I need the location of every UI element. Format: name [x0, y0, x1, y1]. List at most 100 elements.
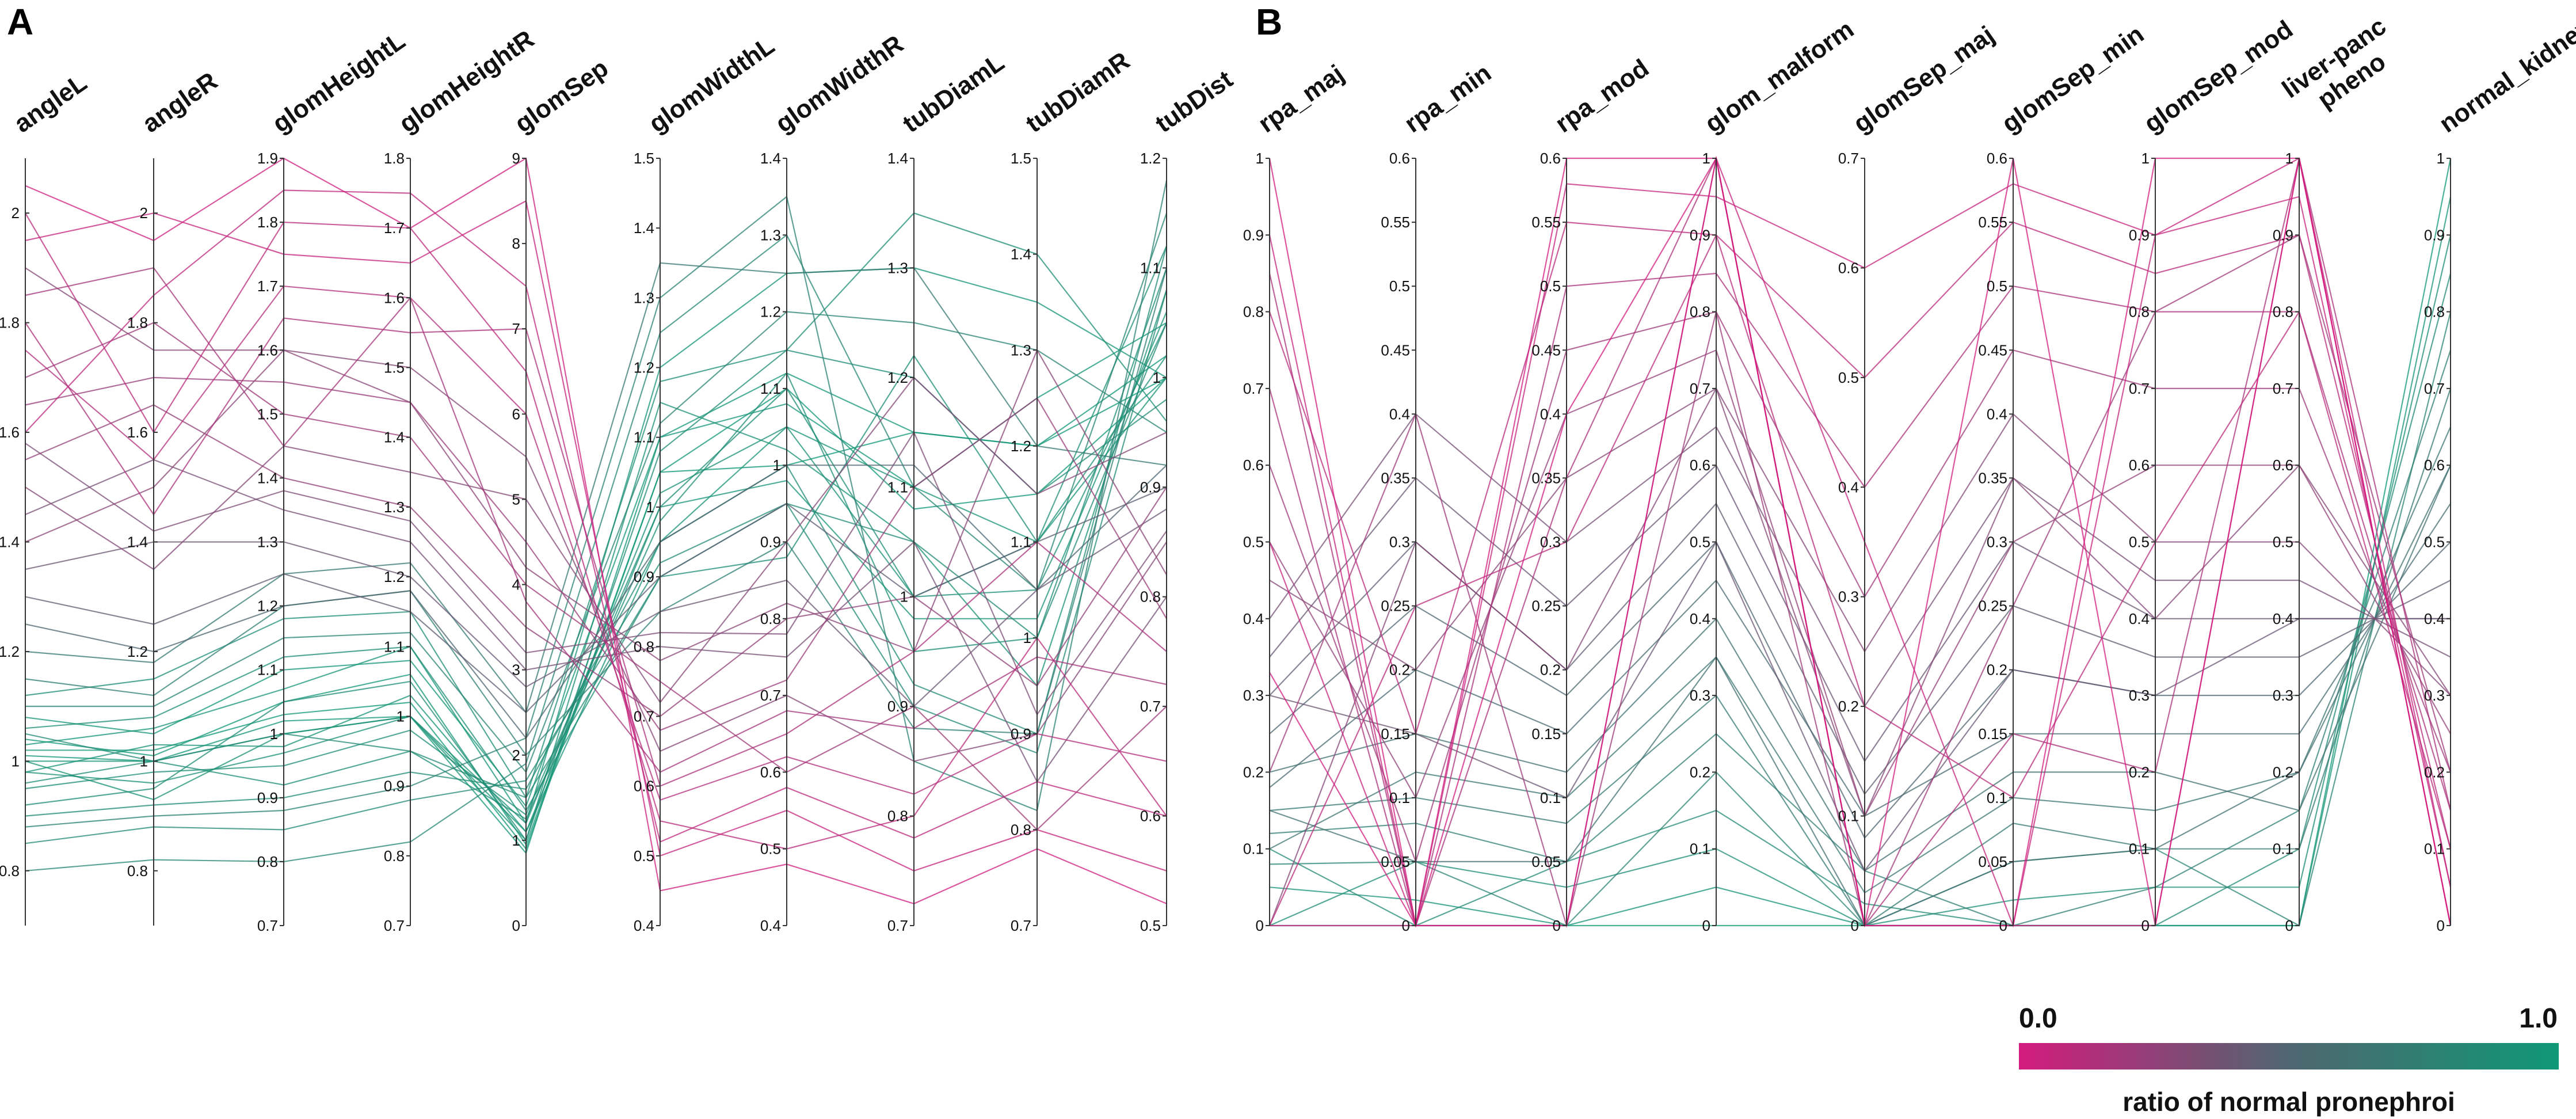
tick-label-glomSep_mod: 0.2 — [2129, 763, 2150, 781]
tick-label-glomSep_mod: 1 — [2141, 150, 2150, 167]
tick-label-glomHeightR: 0.8 — [384, 847, 405, 865]
axis-angleL: 0.8 1 1.2 1.4 1.6 1.8 2 angleL — [0, 68, 92, 926]
tick-label-liver_panc_pheno: 1 — [2285, 150, 2293, 167]
tick-label-tubDiamL: 1.3 — [887, 259, 908, 276]
panel-a-record-line-30 — [25, 376, 1167, 732]
tick-label-glomSep_maj: 0.2 — [1838, 698, 1859, 715]
tick-label-tubDiamL: 0.8 — [887, 808, 908, 825]
tick-label-glomSep_min: 0.05 — [1978, 853, 2007, 870]
tick-label-glomHeightR: 1.5 — [384, 359, 405, 376]
tick-label-tubDiamR: 1 — [1023, 629, 1031, 646]
tick-label-liver_panc_pheno: 0.4 — [2273, 610, 2293, 627]
tick-label-glomSep_min: 0.25 — [1978, 597, 2007, 615]
tick-label-tubDiamL: 1 — [900, 588, 908, 606]
panel-a-record-line-11 — [25, 267, 1167, 825]
axis-glomSep: 0 1 2 3 4 5 6 7 8 9 glomSep — [510, 54, 613, 934]
tick-label-glomSep: 7 — [512, 320, 520, 337]
tick-label-normal_kidney: 0.7 — [2424, 380, 2445, 397]
tick-label-glomHeightL: 1.8 — [257, 214, 278, 231]
axis-title-glomHeightL: glomHeightL — [268, 26, 410, 138]
tick-label-glomSep_mod: 0.1 — [2129, 840, 2150, 858]
panel-b-record-line-8 — [1269, 465, 2452, 872]
tick-label-liver_panc_pheno: 0.8 — [2273, 303, 2293, 321]
tick-label-glomWidthL: 0.4 — [634, 917, 654, 934]
panel-a-parallel-coordinates: 0.8 1 1.2 1.4 1.6 1.8 2 angleL 0.8 1 1.2 1.4 1.6 1.8 2… — [0, 25, 1238, 934]
tick-label-glomHeightR: 1.8 — [384, 150, 405, 167]
tick-label-glomSep_mod: 0.6 — [2129, 456, 2150, 474]
panel-a-record-line-7 — [25, 268, 1168, 820]
tick-label-normal_kidney: 0.4 — [2424, 610, 2445, 627]
tick-label-rpa_maj: 0.7 — [1243, 380, 1264, 397]
tick-label-rpa_min: 0.15 — [1381, 725, 1410, 743]
tick-label-glomWidthR: 0.5 — [760, 840, 781, 858]
tick-label-glom_malform: 0.7 — [1690, 380, 1710, 397]
tick-label-glomSep_maj: 0.5 — [1838, 369, 1859, 386]
axis-title-glom_malform: glom_malform — [1700, 15, 1859, 138]
axis-title-rpa_maj: rpa_maj — [1253, 59, 1349, 138]
tick-label-glomHeightR: 1.1 — [384, 638, 405, 655]
tick-label-glomWidthR: 1.2 — [760, 303, 781, 321]
tick-label-glom_malform: 0.9 — [1690, 226, 1710, 243]
tick-label-tubDiamL: 1.4 — [887, 150, 908, 167]
tick-label-glomWidthL: 1.4 — [634, 219, 654, 237]
panel-a-record-line-38 — [25, 157, 1167, 905]
tick-label-rpa_mod: 0.4 — [1540, 405, 1561, 423]
tick-label-angleL: 1.4 — [0, 534, 20, 551]
tick-label-rpa_min: 0.3 — [1389, 534, 1410, 551]
tick-label-glomWidthL: 1.2 — [634, 359, 654, 376]
panel-a-record-line-39 — [25, 431, 1167, 716]
panel-a-record-line-34 — [25, 486, 1167, 714]
panel-a-record-line-33 — [25, 267, 1167, 773]
tick-label-glomSep_maj: 0.3 — [1838, 588, 1859, 606]
tick-label-rpa_mod: 0.3 — [1540, 534, 1561, 551]
tick-label-glomSep_mod: 0.3 — [2129, 687, 2150, 704]
tick-label-liver_panc_pheno: 0.7 — [2273, 380, 2293, 397]
tick-label-glomSep_min: 0.5 — [1987, 277, 2007, 295]
tick-label-angleR: 1 — [140, 752, 148, 770]
tick-label-rpa_mod: 0.2 — [1540, 661, 1561, 679]
tick-label-glomWidthL: 0.9 — [634, 568, 654, 585]
tick-label-rpa_maj: 0.4 — [1243, 610, 1264, 627]
panel-a-record-line-31 — [25, 286, 1167, 801]
tick-label-liver_panc_pheno: 0.6 — [2273, 456, 2293, 474]
tick-label-glomWidthR: 0.6 — [760, 763, 781, 781]
tick-label-tubDiamR: 1.4 — [1011, 246, 1031, 263]
tick-label-tubDiamL: 0.7 — [887, 917, 908, 934]
tick-label-glomSep: 1 — [512, 832, 520, 849]
tick-label-tubDiamR: 0.8 — [1011, 821, 1031, 838]
tick-label-normal_kidney: 0.5 — [2424, 534, 2445, 551]
tick-label-rpa_maj: 1 — [1256, 150, 1264, 167]
panel-a-record-line-9 — [25, 290, 1168, 842]
tick-label-tubDist: 1.2 — [1140, 150, 1161, 167]
tick-label-angleR: 1.2 — [127, 643, 148, 660]
axis-title-glomWidthL: glomWidthL — [644, 31, 780, 138]
tick-label-rpa_min: 0.1 — [1389, 789, 1410, 806]
tick-label-rpa_mod: 0.05 — [1531, 853, 1561, 870]
tick-label-glomSep_mod: 0.5 — [2129, 534, 2150, 551]
tick-label-angleL: 1.6 — [0, 424, 20, 441]
tick-label-normal_kidney: 1 — [2437, 150, 2445, 167]
panel-a-record-line-21 — [25, 262, 1167, 714]
panel-b-record-line-5 — [1269, 349, 2452, 927]
panel-b-axes: 0 0.1 0.2 0.3 0.4 0.5 0.6 0.7 0.8 0.9 1 rpa_maj 0 0.0… — [1243, 12, 2576, 934]
panel-a-record-line-27 — [25, 459, 1167, 783]
tick-label-glomWidthR: 0.8 — [760, 610, 781, 627]
panel-a-record-line-5 — [25, 349, 1167, 842]
tick-label-glomWidthR: 1.1 — [760, 380, 781, 397]
panel-a-record-line-24 — [25, 212, 1167, 850]
tick-label-rpa_min: 0.45 — [1381, 341, 1410, 359]
tick-label-glomSep: 0 — [512, 917, 520, 934]
tick-label-angleL: 1 — [12, 752, 20, 770]
tick-label-glomWidthL: 0.6 — [634, 778, 654, 795]
tick-label-rpa_maj: 0.1 — [1243, 840, 1264, 858]
panel-a-record-line-22 — [25, 267, 1167, 762]
axis-title-angleL: angleL — [9, 68, 92, 138]
tick-label-tubDiamR: 1.1 — [1011, 534, 1031, 551]
tick-label-glomSep_min: 0.3 — [1987, 534, 2007, 551]
tick-label-glomWidthR: 1.4 — [760, 150, 781, 167]
tick-label-rpa_maj: 0.5 — [1243, 534, 1264, 551]
tick-label-glomSep_min: 0 — [1999, 917, 2007, 934]
tick-label-glomHeightR: 1.3 — [384, 498, 405, 516]
tick-label-rpa_mod: 0.5 — [1540, 277, 1561, 295]
tick-label-angleR: 1.6 — [127, 424, 148, 441]
